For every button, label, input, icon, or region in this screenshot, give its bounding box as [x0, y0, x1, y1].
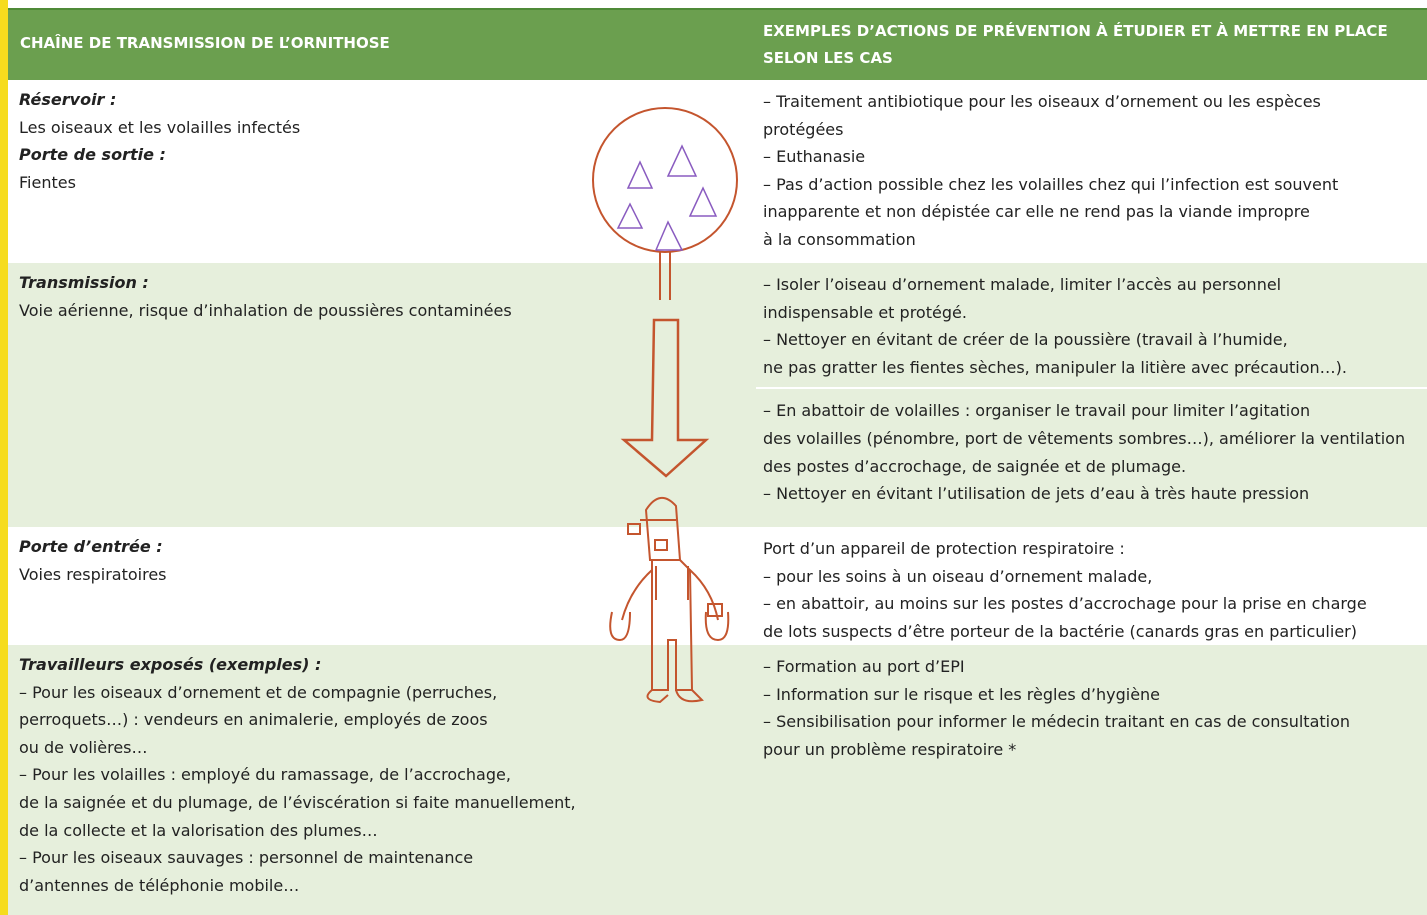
row-heading: Porte d’entrée :	[19, 537, 163, 556]
row-text: Fientes	[19, 172, 76, 192]
row-text: ou de volières…	[19, 737, 148, 757]
row-text: Les oiseaux et les volailles infectés	[19, 117, 301, 137]
action-text: – Information sur le risque et les règle…	[763, 684, 1161, 704]
row-text: – Pour les volailles : employé du ramass…	[19, 765, 511, 785]
row-text: perroquets…) : vendeurs en animalerie, e…	[19, 710, 488, 730]
header-right: EXEMPLES D’ACTIONS DE PRÉVENTION À ÉTUDI…	[763, 22, 1388, 40]
action-text: – Traitement antibiotique pour les oisea…	[763, 92, 1321, 111]
side-strip	[0, 0, 8, 915]
row-text: de la saignée et du plumage, de l’éviscé…	[19, 793, 576, 812]
row-text: d’antennes de téléphonie mobile…	[19, 875, 300, 895]
action-text: Port d’un appareil de protection respira…	[763, 539, 1125, 558]
action-text: – Pas d’action possible chez les volaill…	[763, 174, 1339, 194]
header-right: SELON LES CAS	[763, 49, 893, 67]
action-text: à la consommation	[763, 230, 916, 249]
separator	[756, 387, 1427, 390]
row-heading: Travailleurs exposés (exemples) :	[19, 655, 322, 674]
table-row: Travailleurs exposés (exemples) : – Pour …	[8, 645, 1427, 915]
action-text: ne pas gratter les fientes sèches, manip…	[763, 357, 1347, 377]
action-text: – pour les soins à un oiseau d’ornement …	[763, 566, 1153, 586]
row-heading: Réservoir :	[19, 90, 117, 109]
action-text: des volailles (pénombre, port de vêtemen…	[763, 429, 1406, 448]
action-text: pour un problème respiratoire *	[763, 739, 1017, 759]
action-text: – en abattoir, au moins sur les postes d…	[763, 594, 1367, 614]
row-text: Voies respiratoires	[19, 564, 167, 584]
action-text: inapparente et non dépistée car elle ne …	[763, 202, 1310, 222]
action-text: – En abattoir de volailles : organiser l…	[763, 401, 1311, 421]
action-text: de lots suspects d’être porteur de la ba…	[763, 621, 1357, 641]
row-text: Voie aérienne, risque d’inhalation de po…	[19, 300, 512, 320]
action-text: – Isoler l’oiseau d’ornement malade, lim…	[763, 275, 1282, 294]
action-text: – Formation au port d’EPI	[763, 657, 965, 676]
table-header: CHAÎNE DE TRANSMISSION DE L’ORNITHOSE EX…	[8, 8, 1427, 80]
action-text: – Euthanasie	[763, 147, 866, 167]
action-text: – Nettoyer en évitant de créer de la pou…	[763, 330, 1288, 350]
row-text: – Pour les oiseaux d’ornement et de comp…	[19, 682, 498, 702]
table-row: Porte d’entrée : Voies respiratoires Port …	[8, 527, 1427, 645]
table-row: Transmission : Voie aérienne, risque d’in…	[8, 263, 1427, 527]
action-text: indispensable et protégé.	[763, 302, 967, 322]
action-text: des postes d’accrochage, de saignée et d…	[763, 456, 1187, 476]
row-text: – Pour les oiseaux sauvages : personnel …	[19, 848, 474, 868]
action-text: – Nettoyer en évitant l’utilisation de j…	[763, 484, 1310, 504]
row-heading: Transmission :	[19, 273, 149, 292]
table-row: Réservoir : Les oiseaux et les volailles …	[8, 80, 1427, 263]
action-text: – Sensibilisation pour informer le médec…	[763, 712, 1351, 732]
row-heading: Porte de sortie :	[19, 145, 166, 165]
header-left: CHAÎNE DE TRANSMISSION DE L’ORNITHOSE	[20, 34, 390, 52]
row-text: de la collecte et la valorisation des pl…	[19, 820, 378, 840]
action-text: protégées	[763, 119, 844, 139]
